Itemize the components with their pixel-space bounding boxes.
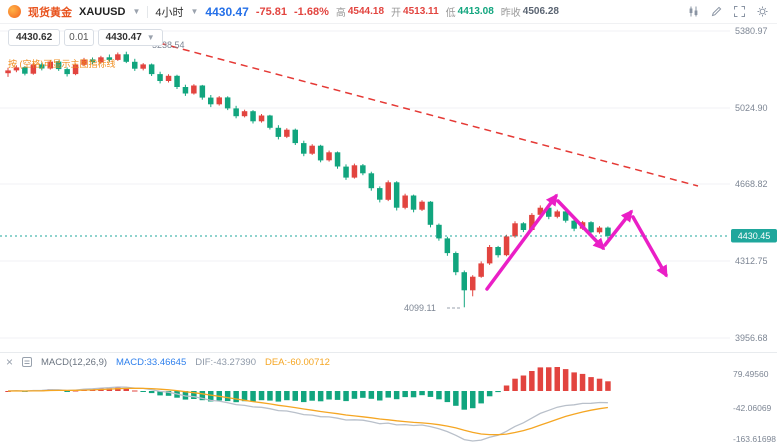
draw-tools-button[interactable] bbox=[710, 5, 723, 18]
sell-price-button[interactable]: 4430.62 bbox=[8, 29, 61, 46]
stat-open: 开 4513.11 bbox=[391, 6, 439, 19]
swing-annotations: 5238.54 4099.11 bbox=[136, 40, 461, 313]
trendline-drawing[interactable] bbox=[147, 39, 699, 187]
swing-low-label: 4099.11 bbox=[404, 303, 436, 313]
pencil-icon bbox=[711, 6, 722, 17]
close-icon[interactable]: × bbox=[6, 355, 14, 369]
timeframe-selector[interactable]: 4小时 bbox=[155, 6, 184, 19]
macd-axis[interactable]: 79.49560 -42.06069 -163.61698 bbox=[733, 369, 776, 444]
top-toolbar: 现货黄金 XAUUSD ▼ 4小时 ▼ 4430.47 -75.81 -1.68… bbox=[0, 0, 777, 24]
dea-value: DEA:-60.00712 bbox=[264, 356, 330, 368]
projection-arrow-up-2[interactable] bbox=[603, 209, 633, 247]
buy-price: 4430.47 bbox=[105, 32, 142, 43]
macd-tick: -163.61698 bbox=[733, 434, 776, 444]
stat-low: 低 4413.08 bbox=[445, 6, 494, 19]
stat-prev-close: 昨收 4506.28 bbox=[500, 6, 559, 19]
gear-icon bbox=[757, 6, 768, 17]
indicator-settings-button[interactable] bbox=[22, 357, 33, 367]
price-change: -75.81 bbox=[255, 5, 288, 18]
price-tick: 4668.82 bbox=[735, 179, 768, 189]
projection-arrows-drawing[interactable] bbox=[485, 193, 668, 291]
spacebar-hint: 按 (空格)可显示主图指标线 bbox=[8, 59, 116, 69]
price-tick: 5024.90 bbox=[735, 103, 768, 113]
fullscreen-icon bbox=[734, 6, 745, 17]
buy-price-button[interactable]: 4430.47 ▼ bbox=[97, 29, 163, 46]
last-price: 4430.47 bbox=[205, 4, 249, 19]
spread-value: 0.01 bbox=[64, 29, 94, 46]
macd-header: × MACD(12,26,9) MACD:33.46645 DIF:-43.27… bbox=[6, 356, 330, 368]
macd-histogram bbox=[5, 367, 611, 410]
symbol-name: 现货黄金 bbox=[28, 6, 72, 19]
quote-chevron-down-icon: ▼ bbox=[146, 32, 155, 42]
current-price-badge: 4430.45 bbox=[738, 231, 771, 241]
macd-panel: × MACD(12,26,9) MACD:33.46645 DIF:-43.27… bbox=[0, 352, 777, 444]
settings-button[interactable] bbox=[756, 5, 769, 18]
price-tick: 4312.75 bbox=[735, 256, 768, 266]
main-chart-area: 4430.45 5238.54 4099.11 5380.97 5024.90 … bbox=[0, 24, 777, 352]
candles-layer bbox=[5, 51, 611, 308]
stat-high: 高 4544.18 bbox=[335, 6, 385, 19]
macd-value: MACD:33.46645 bbox=[116, 356, 187, 368]
dea-line bbox=[7, 387, 608, 436]
candlestick-chart-icon bbox=[689, 6, 698, 17]
symbol-logo-icon bbox=[8, 5, 21, 18]
sell-price: 4430.62 bbox=[16, 32, 53, 43]
grid-lines bbox=[0, 30, 730, 339]
toolbar-divider bbox=[147, 5, 149, 18]
price-tick: 3956.68 bbox=[735, 333, 768, 343]
macd-title: MACD(12,26,9) bbox=[41, 356, 108, 368]
price-axis[interactable]: 5380.97 5024.90 4668.82 4312.75 3956.68 bbox=[735, 26, 768, 343]
quote-panel: 4430.62 0.01 4430.47 ▼ bbox=[8, 29, 163, 46]
dif-line bbox=[7, 386, 608, 442]
price-tick: 5380.97 bbox=[735, 26, 768, 36]
toolbar-icon-group bbox=[687, 5, 769, 18]
chart-type-button[interactable] bbox=[687, 5, 700, 18]
main-chart[interactable]: 4430.45 5238.54 4099.11 5380.97 5024.90 … bbox=[0, 24, 777, 352]
timeframe-chevron-down-icon[interactable]: ▼ bbox=[190, 6, 199, 16]
dif-value: DIF:-43.27390 bbox=[195, 356, 256, 368]
macd-tick: -42.06069 bbox=[733, 403, 772, 413]
projection-arrow-up-1[interactable] bbox=[485, 193, 558, 291]
sliders-icon bbox=[22, 357, 33, 367]
swing-high-label: 5238.54 bbox=[152, 40, 185, 50]
projection-arrow-down-1[interactable] bbox=[556, 199, 606, 251]
fullscreen-button[interactable] bbox=[733, 5, 746, 18]
price-change-percent: -1.68% bbox=[294, 5, 329, 18]
macd-chart[interactable]: 79.49560 -42.06069 -163.61698 bbox=[0, 353, 777, 444]
projection-arrow-down-2[interactable] bbox=[631, 215, 668, 278]
symbol-code: XAUUSD bbox=[79, 5, 126, 18]
symbol-chevron-down-icon[interactable]: ▼ bbox=[132, 6, 141, 16]
macd-tick: 79.49560 bbox=[733, 369, 769, 379]
current-price-line: 4430.45 bbox=[0, 229, 777, 243]
